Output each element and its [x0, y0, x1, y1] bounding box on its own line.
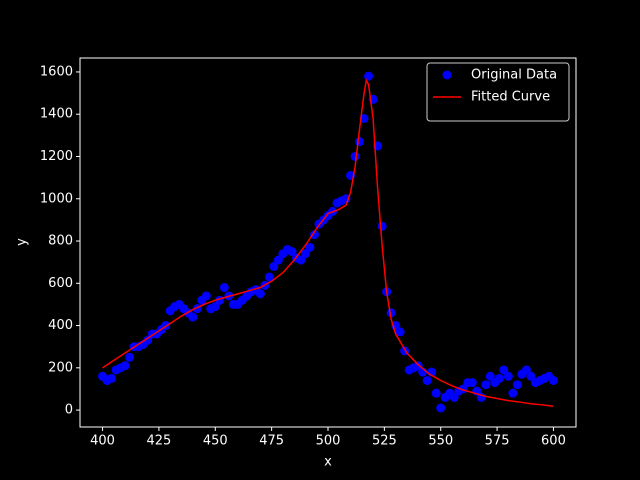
y-tick-label: 1400	[40, 107, 73, 122]
data-point	[350, 151, 360, 161]
data-point	[377, 221, 387, 231]
data-point	[300, 249, 310, 259]
data-point	[386, 308, 396, 318]
legend-label: Fitted Curve	[471, 90, 550, 105]
y-axis-label: y	[15, 238, 30, 246]
y-tick-label: 800	[48, 234, 73, 249]
y-tick-label: 600	[48, 276, 73, 291]
data-point	[548, 376, 558, 386]
data-point	[219, 283, 229, 293]
data-point	[449, 392, 459, 402]
x-tick-label: 500	[316, 434, 341, 449]
data-point	[413, 361, 423, 371]
x-tick-label: 400	[90, 434, 115, 449]
data-point	[467, 378, 477, 388]
data-point	[201, 291, 211, 301]
data-point	[355, 137, 365, 147]
x-tick-label: 425	[146, 434, 171, 449]
legend-label: Original Data	[471, 68, 557, 83]
x-tick-label: 550	[428, 434, 453, 449]
data-point	[395, 327, 405, 337]
data-point	[364, 71, 374, 81]
data-point	[210, 302, 220, 312]
data-point	[120, 361, 130, 371]
data-point	[431, 388, 441, 398]
data-point	[503, 371, 513, 381]
y-tick-label: 200	[48, 360, 73, 375]
legend-box	[426, 62, 570, 122]
data-point	[309, 230, 319, 240]
y-tick-label: 400	[48, 318, 73, 333]
data-point	[296, 255, 306, 265]
data-point	[481, 380, 491, 390]
fitted-line	[102, 78, 554, 408]
data-point	[422, 376, 432, 386]
data-point	[494, 373, 504, 383]
x-tick-label: 600	[541, 434, 566, 449]
y-tick-label: 1200	[40, 149, 73, 164]
x-tick-label: 450	[203, 434, 228, 449]
data-point	[107, 373, 117, 383]
data-point	[255, 289, 265, 299]
data-point	[526, 371, 536, 381]
data-point	[508, 388, 518, 398]
data-point	[264, 272, 274, 282]
data-point	[305, 242, 315, 252]
plot-frame	[79, 57, 577, 428]
data-point	[273, 255, 283, 265]
legend-marker	[442, 70, 452, 80]
data-point	[269, 261, 279, 271]
y-tick-label: 0	[65, 403, 73, 418]
data-point	[485, 371, 495, 381]
data-point	[512, 380, 522, 390]
y-tick-label: 1600	[40, 64, 73, 79]
x-axis-label: x	[324, 455, 332, 470]
y-tick-label: 1000	[40, 191, 73, 206]
data-point	[143, 335, 153, 345]
x-tick-label: 525	[372, 434, 397, 449]
data-point	[287, 247, 297, 257]
x-tick-label: 575	[485, 434, 510, 449]
data-point	[125, 352, 135, 362]
data-point	[188, 312, 198, 322]
data-point	[521, 365, 531, 375]
data-point	[499, 365, 509, 375]
x-tick-label: 475	[259, 434, 284, 449]
data-point	[436, 403, 446, 413]
